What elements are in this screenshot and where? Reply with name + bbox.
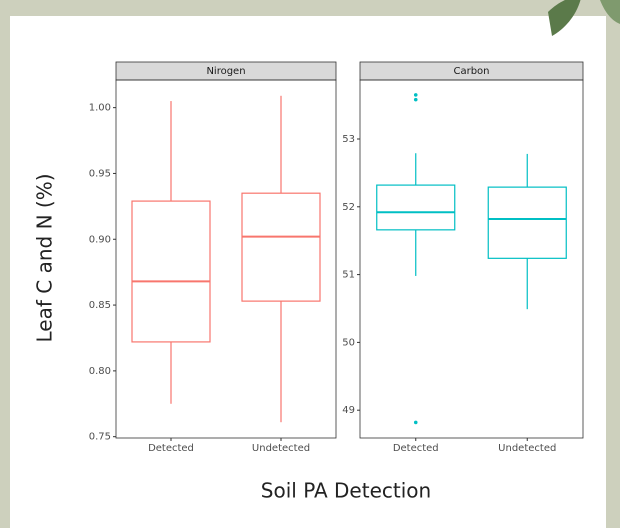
facet-title: Nirogen xyxy=(206,66,245,77)
x-tick-label: Detected xyxy=(148,443,194,454)
facet-title: Carbon xyxy=(453,66,489,77)
y-tick-label: 0.80 xyxy=(89,366,111,377)
outlier xyxy=(414,98,418,102)
box xyxy=(242,193,320,301)
y-tick-label: 0.75 xyxy=(89,432,111,443)
y-tick-label: 53 xyxy=(342,134,355,145)
x-tick-label: Detected xyxy=(393,443,439,454)
x-tick-label: Undetected xyxy=(498,443,556,454)
y-tick-label: 1.00 xyxy=(89,103,111,114)
leaf-decoration xyxy=(548,0,582,36)
y-tick-label: 0.85 xyxy=(89,300,111,311)
chart: Leaf C and N (%) Soil PA Detection Nirog… xyxy=(0,0,620,528)
x-axis-title: Soil PA Detection xyxy=(261,479,431,503)
box xyxy=(132,201,210,342)
y-tick-label: 0.95 xyxy=(89,168,111,179)
y-tick-label: 49 xyxy=(342,405,355,416)
y-tick-label: 0.90 xyxy=(89,234,111,245)
y-tick-label: 50 xyxy=(342,337,355,348)
box xyxy=(488,187,566,258)
outlier xyxy=(414,421,418,425)
x-tick-label: Undetected xyxy=(252,443,310,454)
y-tick-label: 51 xyxy=(342,270,355,281)
outlier xyxy=(414,93,418,97)
box xyxy=(377,185,455,230)
y-axis-title: Leaf C and N (%) xyxy=(33,174,57,343)
y-tick-label: 52 xyxy=(342,202,355,213)
leaf-decoration xyxy=(600,0,620,24)
panel xyxy=(360,80,583,438)
page: Leaf C and N (%) Soil PA Detection Nirog… xyxy=(0,0,620,528)
